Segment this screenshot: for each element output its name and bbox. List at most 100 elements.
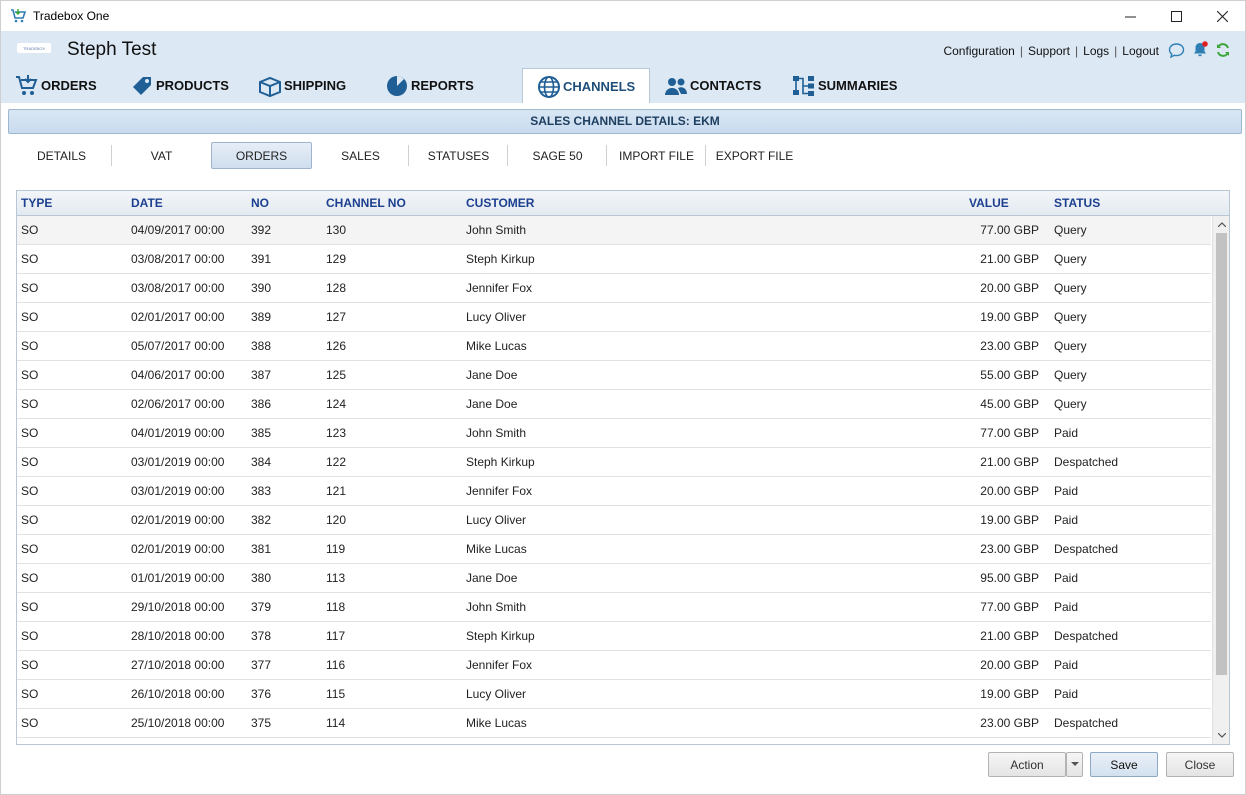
table-row[interactable]: SO 02/01/2019 00:00 382 120 Lucy Oliver 19.00…	[17, 506, 1211, 535]
cell-status: Paid	[1054, 513, 1079, 527]
cell-customer: Lucy Oliver	[466, 513, 527, 527]
chat-icon[interactable]	[1168, 42, 1185, 59]
column-header-channel-no[interactable]: CHANNEL NO	[326, 196, 406, 210]
cell-date: 03/08/2017 00:00	[131, 281, 225, 295]
configuration-link[interactable]: Configuration	[943, 44, 1015, 58]
cell-type: SO	[21, 223, 39, 237]
column-header-value[interactable]: VALUE	[969, 196, 1009, 210]
column-header-no[interactable]: NO	[251, 196, 269, 210]
table-row[interactable]: SO 03/01/2019 00:00 383 121 Jennifer Fox 20.0…	[17, 477, 1211, 506]
cell-type: SO	[21, 310, 39, 324]
cell-channel-no: 119	[326, 542, 346, 556]
tab-orders[interactable]: ORDERS	[1, 68, 116, 103]
main-tabs: ORDERS PRODUCTS SHIPPING REPORTS CHANNEL…	[1, 68, 918, 103]
scroll-up-arrow[interactable]	[1213, 217, 1229, 232]
subtab-sage-50[interactable]: SAGE 50	[508, 142, 607, 169]
table-row[interactable]: SO 03/08/2017 00:00 391 129 Steph Kirkup 21.0…	[17, 245, 1211, 274]
cell-no: 376	[251, 687, 272, 701]
cell-type: SO	[21, 252, 39, 266]
cell-no: 391	[251, 252, 272, 266]
cell-no: 379	[251, 600, 272, 614]
cell-date: 29/10/2018 00:00	[131, 600, 225, 614]
cell-date: 01/01/2019 00:00	[131, 571, 225, 585]
cell-value: 19.00 GBP	[980, 687, 1039, 701]
close-button[interactable]: Close	[1166, 752, 1234, 777]
table-row[interactable]: SO 03/01/2019 00:00 384 122 Steph Kirkup 21.0…	[17, 448, 1211, 477]
table-row[interactable]: SO 02/06/2017 00:00 386 124 Jane Doe 45.00 GB…	[17, 390, 1211, 419]
cell-type: SO	[21, 658, 39, 672]
column-header-status[interactable]: STATUS	[1054, 196, 1101, 210]
tab-summaries[interactable]: SUMMARIES	[778, 68, 918, 103]
tab-shipping[interactable]: SHIPPING	[244, 68, 371, 103]
subtab-details[interactable]: DETAILS	[11, 142, 112, 169]
tab-label: SUMMARIES	[818, 78, 898, 93]
maximize-button[interactable]	[1153, 1, 1199, 32]
column-header-customer[interactable]: CUSTOMER	[466, 196, 535, 210]
table-row[interactable]: SO 04/09/2017 00:00 392 130 John Smith 77.00 …	[17, 216, 1211, 245]
app-header: TRADEBOX Steph Test Configuration | Supp…	[0, 31, 1246, 103]
table-row[interactable]: SO 02/01/2017 00:00 389 127 Lucy Oliver 19.00…	[17, 303, 1211, 332]
cell-customer: Steph Kirkup	[466, 629, 535, 643]
table-row[interactable]: SO 01/01/2019 00:00 380 113 Jane Doe 95.00 GB…	[17, 564, 1211, 593]
table-row[interactable]: SO 27/10/2018 00:00 377 116 Jennifer Fox 20.0…	[17, 651, 1211, 680]
cell-customer: Jennifer Fox	[466, 658, 533, 672]
cell-customer: Steph Kirkup	[466, 252, 535, 266]
tab-channels[interactable]: CHANNELS	[522, 68, 650, 103]
logs-link[interactable]: Logs	[1083, 44, 1110, 58]
cell-type: SO	[21, 629, 39, 643]
cell-customer: Mike Lucas	[466, 339, 527, 353]
chevron-down-icon	[1070, 762, 1079, 766]
table-row[interactable]: SO 02/01/2019 00:00 381 119 Mike Lucas 23.00 …	[17, 535, 1211, 564]
subtab-vat[interactable]: VAT	[150, 148, 173, 163]
tab-label: ORDERS	[41, 78, 97, 93]
cell-value: 20.00 GBP	[980, 484, 1039, 498]
cell-status: Despatched	[1054, 716, 1119, 730]
notification-bell-icon[interactable]	[1191, 41, 1209, 59]
tab-label: PRODUCTS	[156, 78, 229, 93]
tab-products[interactable]: PRODUCTS	[116, 68, 244, 103]
minimize-button[interactable]	[1107, 1, 1153, 32]
cell-type: SO	[21, 542, 39, 556]
cell-no: 388	[251, 339, 272, 353]
cell-customer: Lucy Oliver	[466, 310, 527, 324]
table-row[interactable]: SO 25/10/2018 00:00 375 114 Mike Lucas 23.00 …	[17, 709, 1211, 738]
table-row[interactable]: SO 04/06/2017 00:00 387 125 Jane Doe 55.00 GB…	[17, 361, 1211, 390]
tab-contacts[interactable]: CONTACTS	[650, 68, 778, 103]
cell-no: 392	[251, 223, 272, 237]
subtab-orders[interactable]: ORDERS	[211, 142, 312, 169]
close-window-button[interactable]	[1199, 1, 1245, 32]
logout-link[interactable]: Logout	[1122, 44, 1159, 58]
cell-channel-no: 122	[326, 455, 347, 469]
column-header-type[interactable]: TYPE	[21, 196, 53, 210]
table-row[interactable]: SO 05/07/2017 00:00 388 126 Mike Lucas 23.00 …	[17, 332, 1211, 361]
cell-type: SO	[21, 339, 39, 353]
table-row[interactable]: SO 26/10/2018 00:00 376 115 Lucy Oliver 19.00…	[17, 680, 1211, 709]
subtab-sales[interactable]: SALES	[312, 142, 409, 169]
cell-value: 45.00 GBP	[980, 397, 1039, 411]
refresh-icon[interactable]	[1215, 42, 1231, 58]
cell-value: 23.00 GBP	[980, 716, 1039, 730]
action-button[interactable]: Action	[988, 752, 1066, 777]
app-cart-icon	[9, 7, 27, 25]
cell-channel-no: 126	[326, 339, 347, 353]
cell-type: SO	[21, 281, 39, 295]
column-header-date[interactable]: DATE	[131, 196, 163, 210]
support-link[interactable]: Support	[1027, 44, 1071, 58]
vertical-scrollbar[interactable]	[1212, 216, 1229, 744]
scrollbar-thumb[interactable]	[1216, 233, 1227, 675]
tab-reports[interactable]: REPORTS	[371, 68, 522, 103]
table-row[interactable]: SO 04/01/2019 00:00 385 123 John Smith 77.00 …	[17, 419, 1211, 448]
subtab-import-file[interactable]: IMPORT FILE	[607, 142, 706, 169]
top-links: Configuration | Support | Logs | Logout	[943, 44, 1159, 58]
section-title: SALES CHANNEL DETAILS: EKM	[8, 109, 1242, 134]
subtab-statuses[interactable]: STATUSES	[409, 142, 508, 169]
subtab-export-file[interactable]: EXPORT FILE	[715, 148, 794, 163]
table-row[interactable]: SO 29/10/2018 00:00 379 118 John Smith 77.00 …	[17, 593, 1211, 622]
table-row[interactable]: SO 03/08/2017 00:00 390 128 Jennifer Fox 20.0…	[17, 274, 1211, 303]
cell-value: 95.00 GBP	[980, 571, 1039, 585]
cell-customer: Jane Doe	[466, 571, 518, 585]
table-row[interactable]: SO 28/10/2018 00:00 378 117 Steph Kirkup 21.0…	[17, 622, 1211, 651]
action-dropdown-button[interactable]	[1066, 752, 1083, 777]
scroll-down-arrow[interactable]	[1213, 728, 1229, 743]
save-button[interactable]: Save	[1090, 752, 1158, 777]
